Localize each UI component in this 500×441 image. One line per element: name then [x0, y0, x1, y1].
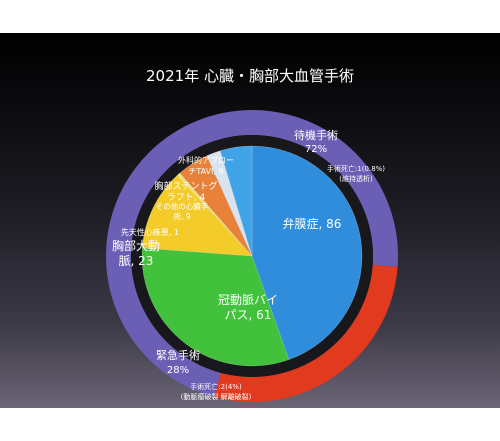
slice-label-thoracic-aorta: 胸部大動脈, 23: [112, 238, 160, 268]
slice-valve: [251, 145, 363, 360]
outer-label-emergency-value: 28%: [167, 365, 189, 376]
slice-tavi: [219, 145, 253, 257]
ring-segment-emergency: [214, 264, 398, 402]
outer-note-emergency: 手術死亡:2(4%) (動脈瘤破裂 解離破裂): [181, 382, 252, 401]
slice-other-cardiac: [179, 155, 253, 257]
slice-label-tavi: 外科的アプローチTAVI, 9: [178, 155, 234, 176]
slice-label-cabg: 冠動脈バイパス, 61: [218, 293, 278, 322]
outer-label-emergency-name: 緊急手術: [156, 348, 200, 362]
slice-label-stent-graft: 胸部ステントグラフト, 4: [154, 180, 217, 203]
slice-label-congenital: 先天性心疾患, 1: [121, 227, 179, 237]
slice-label-valve: 弁膜症, 86: [283, 216, 342, 231]
slice-stent-graft: [206, 150, 253, 257]
slice-congenital: [176, 172, 253, 257]
outer-label-elective-value: 72%: [305, 144, 327, 155]
slice-thoracic-aorta: [142, 175, 253, 257]
chart-title: 2021年 心臓・胸部大血管手術: [146, 67, 354, 85]
outer-note-elective: 手術死亡:1(0.8%) (維持透析): [327, 164, 385, 183]
slice-cabg: [141, 247, 290, 367]
outer-label-elective-name: 待機手術: [294, 128, 338, 142]
slide: 2021年 心臓・胸部大血管手術 待機手術 72% 手術死亡:1(0.8%) (維持透…: [0, 33, 500, 408]
slice-label-other-cardiac: その他の心臓手術, 9: [156, 201, 209, 221]
surgery-donut-chart: 2021年 心臓・胸部大血管手術 待機手術 72%手術死亡:1(0.8%) (維持透…: [106, 67, 399, 402]
